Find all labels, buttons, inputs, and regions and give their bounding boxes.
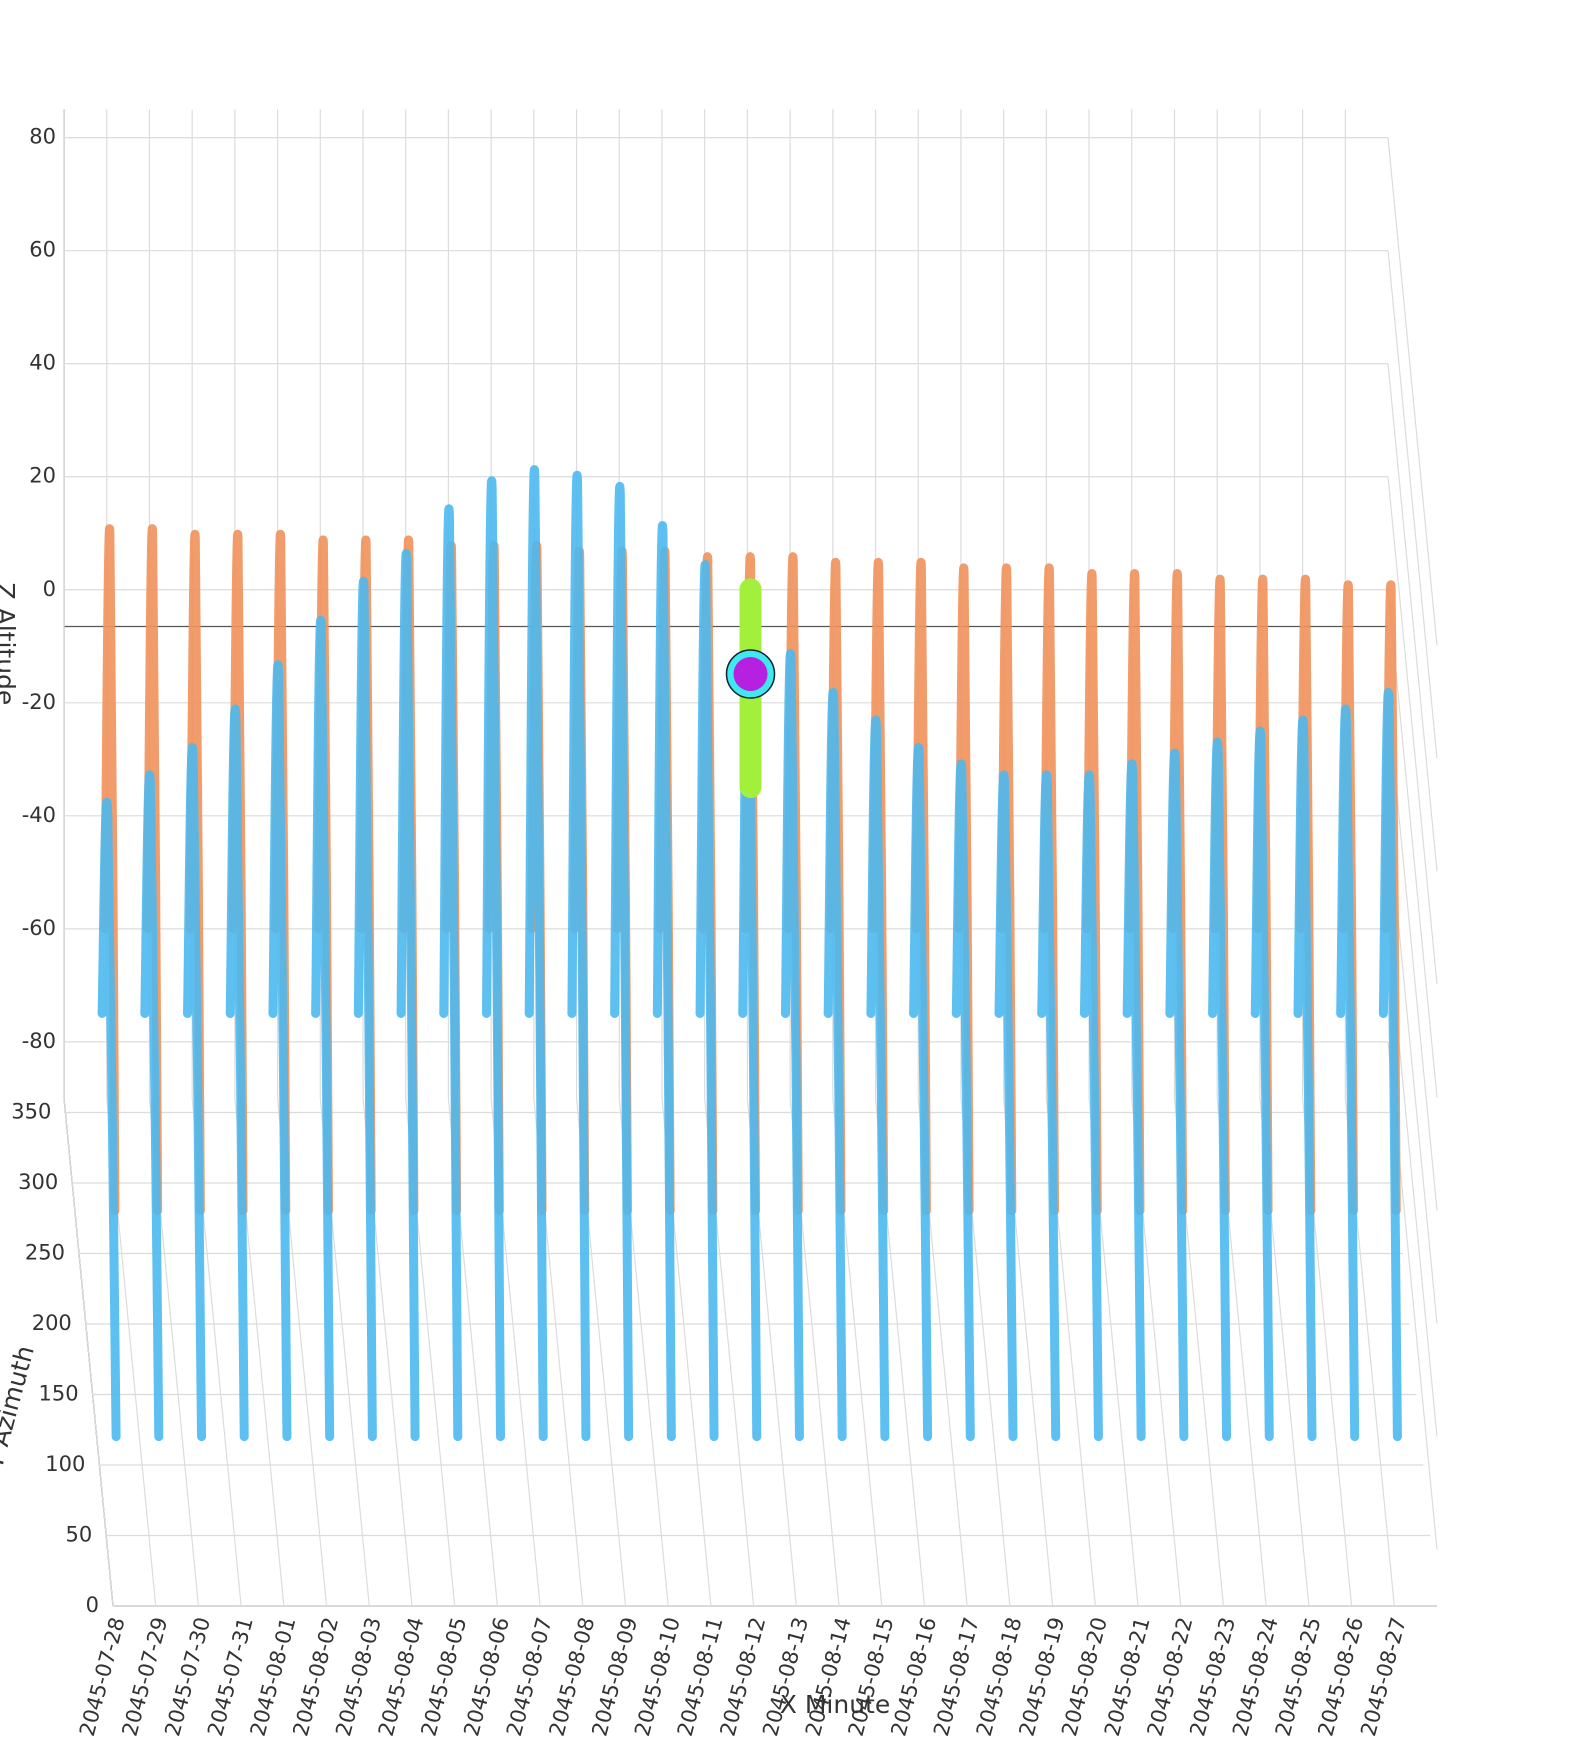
x-axis-title: X Minute [780, 1690, 890, 1719]
y-tick-label: 50 [65, 1523, 92, 1547]
z-tick-label: 80 [29, 125, 56, 149]
plot-area [97, 465, 1402, 1442]
y-tick-label: 350 [11, 1100, 51, 1124]
y-axis-title: Y Azimuth [0, 1342, 40, 1472]
grid-line [1387, 250, 1438, 759]
y-tick-label: 0 [86, 1593, 99, 1617]
z-tick-label: 40 [29, 351, 56, 375]
marker [733, 657, 768, 692]
y-tick-label: 150 [39, 1382, 79, 1406]
z-tick-label: 0 [43, 577, 56, 601]
y-tick-label: 100 [45, 1452, 85, 1476]
grid-line [63, 1098, 114, 1607]
y-tick-label: 300 [18, 1170, 58, 1194]
z-axis-title: Z Altitude [0, 583, 20, 706]
y-tick-label: 200 [32, 1311, 72, 1335]
grid-line [1387, 137, 1438, 646]
z-tick-label: 20 [29, 464, 56, 488]
z-tick-label: -20 [22, 690, 56, 714]
z-tick-label: -60 [22, 916, 56, 940]
z-tick-label: 60 [29, 238, 56, 262]
series-line [97, 465, 1402, 1442]
grid-line [1387, 363, 1438, 872]
z-tick-label: -80 [22, 1029, 56, 1053]
z-tick-label: -40 [22, 803, 56, 827]
grid-line [1387, 476, 1438, 985]
y-tick-label: 250 [25, 1241, 65, 1265]
